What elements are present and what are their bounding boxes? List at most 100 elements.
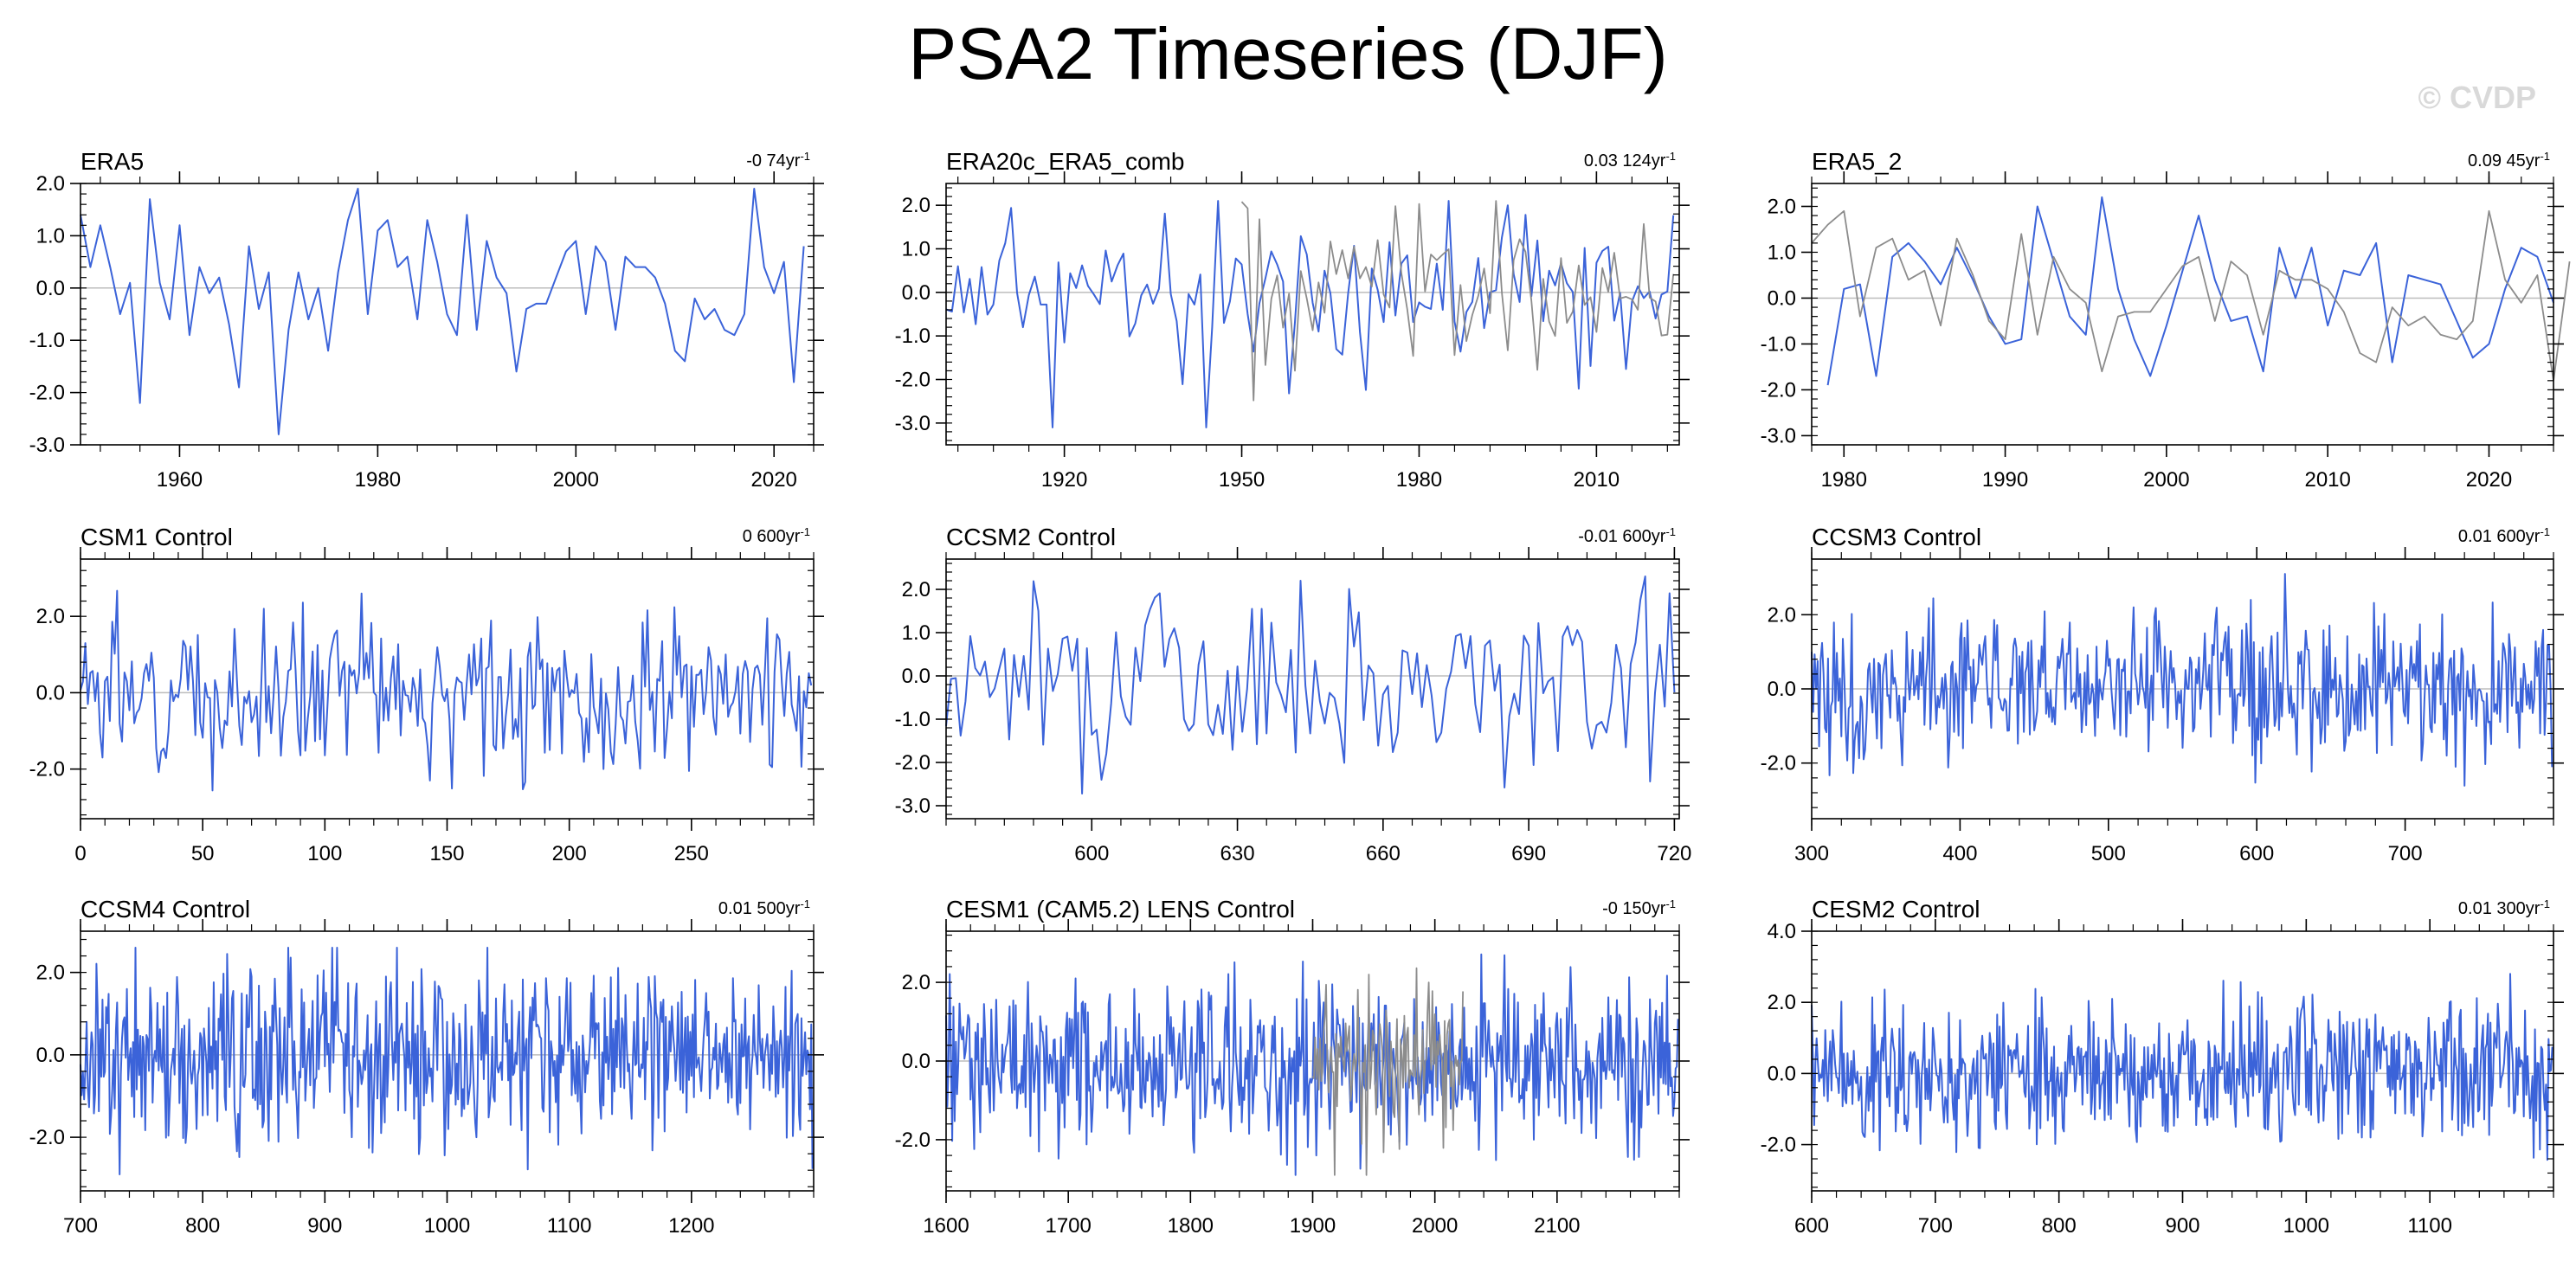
cvdp-watermark: © CVDP [2418, 80, 2536, 115]
y-tick-label: 0.0 [902, 281, 931, 305]
y-tick-label: 2.0 [36, 172, 65, 196]
y-tick-label: -1.0 [895, 325, 931, 348]
chart-panel-8: CESM1 (CAM5.2) LENS Control -0 150yr-1 -2.… [895, 896, 1690, 1238]
series-line-era5 [1240, 200, 1675, 402]
y-tick-label: 0.0 [1768, 678, 1796, 701]
series-line-cesm2-control [1811, 973, 2553, 1161]
y-tick-label: -3.0 [1761, 424, 1796, 447]
y-tick-label: 0.0 [902, 665, 931, 688]
x-tick-label: 200 [552, 842, 587, 865]
chart-panel-9: CESM2 Control 0.01 300yr-1 -2.0 0.0 2.0 4.0 60… [1761, 896, 2564, 1238]
trend-label: 0 600yr-1 [743, 525, 810, 547]
x-tick-label: 690 [1511, 842, 1546, 865]
y-tick-label: -1.0 [1761, 332, 1796, 356]
chart-title: CCSM3 Control [1812, 524, 1981, 550]
y-tick-label: 2.0 [1768, 603, 1796, 627]
trend-label: 0.09 45yr-1 [2468, 150, 2550, 171]
trend-label: -0 150yr-1 [1602, 897, 1676, 919]
x-tick-label: 630 [1220, 842, 1255, 865]
chart-title: CCSM4 Control [80, 896, 250, 923]
x-tick-label: 1800 [1168, 1214, 1214, 1238]
y-tick-label: -2.0 [1761, 752, 1796, 775]
x-tick-label: 600 [1074, 842, 1109, 865]
x-tick-label: 1920 [1041, 468, 1087, 492]
chart-panel-7: CCSM4 Control 0.01 500yr-1 -2.0 0.0 2.0 700 80… [29, 896, 824, 1238]
series-line-ccsm3-control [1811, 573, 2553, 787]
trend-label: -0.01 600yr-1 [1578, 525, 1676, 547]
x-tick-label: 2020 [751, 468, 797, 492]
x-tick-label: 1600 [923, 1214, 969, 1238]
x-tick-label: 2010 [1574, 468, 1620, 492]
x-tick-label: 2010 [2304, 468, 2350, 492]
y-tick-label: 4.0 [1768, 920, 1796, 943]
y-tick-label: 0.0 [36, 681, 65, 704]
y-tick-label: 1.0 [902, 238, 931, 261]
chart-title: CESM1 (CAM5.2) LENS Control [946, 896, 1295, 923]
y-tick-label: 0.0 [1768, 1062, 1796, 1085]
x-tick-label: 50 [191, 842, 215, 865]
x-tick-label: 1700 [1045, 1214, 1091, 1238]
x-tick-label: 1000 [2283, 1214, 2329, 1238]
trend-label: 0.01 600yr-1 [2458, 525, 2550, 547]
chart-title: ERA5_2 [1812, 148, 1902, 175]
y-tick-label: -2.0 [895, 369, 931, 392]
y-tick-label: -3.0 [895, 794, 931, 818]
x-tick-label: 1980 [1396, 468, 1442, 492]
y-tick-label: 2.0 [1768, 195, 1796, 218]
x-tick-label: 2000 [2143, 468, 2189, 492]
chart-panel-1: ERA5 -0 74yr-1 -3.0 -2.0 -1.0 0.0 1.0 2.0 1960 19… [29, 148, 824, 492]
y-tick-label: 2.0 [36, 605, 65, 628]
x-tick-label: 1990 [1982, 468, 2028, 492]
x-tick-label: 900 [2165, 1214, 2199, 1238]
x-tick-label: 400 [1942, 842, 1977, 865]
x-tick-label: 600 [2239, 842, 2274, 865]
y-tick-label: 2.0 [902, 194, 931, 217]
series-line-csm1-control [80, 589, 813, 792]
chart-title: CSM1 Control [80, 524, 233, 550]
chart-panel-4: CSM1 Control 0 600yr-1 -2.0 0.0 2.0 0 50 100 150… [29, 524, 824, 865]
x-tick-label: 800 [185, 1214, 220, 1238]
y-tick-label: -2.0 [29, 382, 65, 405]
series-line-cesm1-lens-control [945, 953, 1679, 1176]
x-tick-label: 150 [429, 842, 464, 865]
plot-frame [1811, 183, 2554, 446]
y-tick-label: 1.0 [1768, 241, 1796, 264]
x-tick-label: 500 [2091, 842, 2126, 865]
series-line-ccsm4-control [80, 947, 814, 1175]
x-tick-label: 2020 [2466, 468, 2512, 492]
plot-frame [80, 183, 815, 446]
x-tick-label: 1900 [1290, 1214, 1336, 1238]
series-line-era5 [80, 188, 805, 435]
x-tick-label: 1960 [157, 468, 203, 492]
y-tick-label: -2.0 [1761, 1134, 1796, 1157]
x-tick-label: 0 [74, 842, 86, 865]
x-tick-label: 1950 [1219, 468, 1265, 492]
x-tick-label: 2000 [553, 468, 599, 492]
y-tick-label: 1.0 [902, 621, 931, 645]
x-tick-label: 2000 [1412, 1214, 1458, 1238]
chart-title: ERA20c_ERA5_comb [946, 148, 1184, 175]
series-line-era20c-era5-comb [1311, 967, 1464, 1176]
chart-title: CCSM2 Control [946, 524, 1116, 550]
y-tick-label: -3.0 [895, 412, 931, 435]
y-tick-label: -2.0 [29, 1126, 65, 1149]
y-tick-label: -2.0 [895, 751, 931, 775]
x-tick-label: 800 [2042, 1214, 2077, 1238]
x-tick-label: 250 [674, 842, 709, 865]
x-tick-label: 1100 [547, 1214, 592, 1238]
x-tick-label: 1980 [355, 468, 401, 492]
chart-panel-3: ERA5_2 0.09 45yr-1 -3.0 -2.0 -1.0 0.0 1.0 2.0 19… [1761, 148, 2571, 492]
y-tick-label: 2.0 [902, 971, 931, 994]
plot-frame [945, 558, 1680, 820]
y-tick-label: 2.0 [36, 962, 65, 985]
x-tick-label: 1100 [2407, 1214, 2452, 1238]
x-tick-label: 600 [1794, 1214, 1829, 1238]
x-tick-label: 100 [307, 842, 342, 865]
y-tick-label: 0.0 [36, 1044, 65, 1067]
page-title: PSA2 Timeseries (DJF) [908, 13, 1668, 94]
y-tick-label: -3.0 [29, 434, 65, 457]
x-tick-label: 1200 [668, 1214, 714, 1238]
y-tick-label: -1.0 [29, 329, 65, 352]
y-tick-label: -1.0 [895, 708, 931, 731]
